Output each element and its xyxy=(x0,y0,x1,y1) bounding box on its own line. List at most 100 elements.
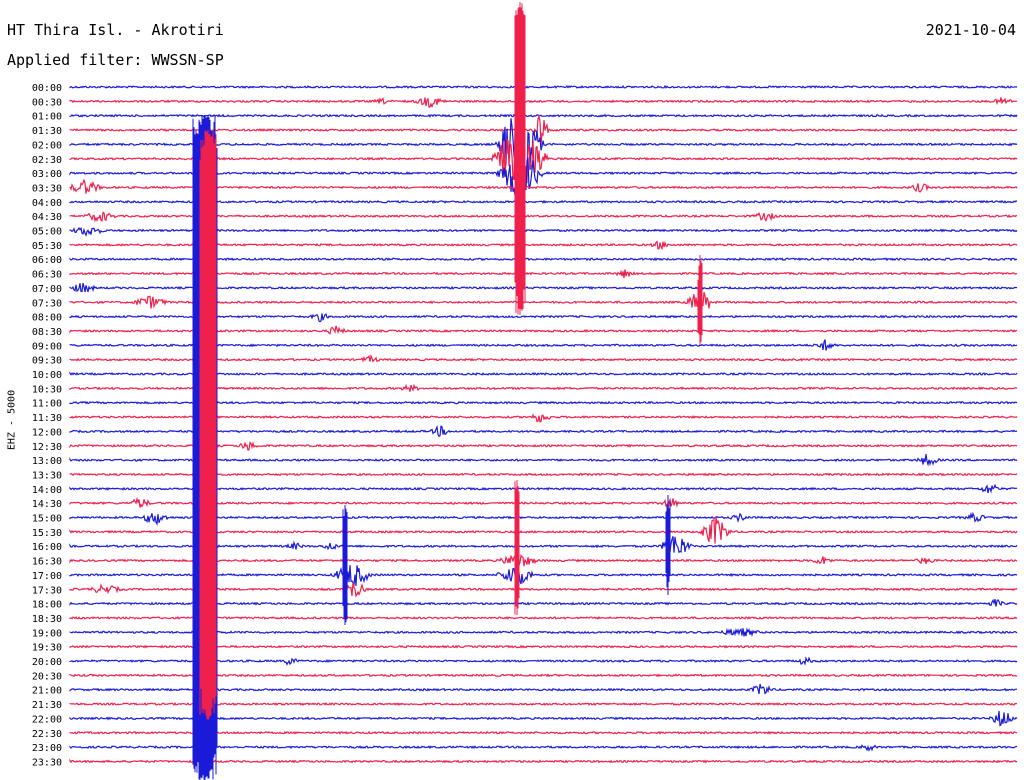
trace-line xyxy=(69,353,1018,363)
trace-line xyxy=(69,710,1018,727)
trace-line xyxy=(69,106,1018,185)
trace-line xyxy=(69,454,1018,467)
trace-line xyxy=(69,226,1018,237)
trace-time-label: 05:30 xyxy=(32,241,62,252)
trace-time-label: 22:30 xyxy=(32,729,62,740)
trace-time-label: 03:00 xyxy=(32,169,62,180)
trace-time-label: 08:30 xyxy=(32,327,62,338)
trace-time-label: 16:30 xyxy=(32,557,62,568)
trace-line xyxy=(69,400,1018,405)
trace-line xyxy=(69,496,1018,510)
trace-time-label: 16:00 xyxy=(32,542,62,553)
trace-line xyxy=(69,744,1018,752)
trace-time-label: 07:00 xyxy=(32,284,62,295)
trace-line xyxy=(69,291,1018,312)
trace-line xyxy=(69,113,1018,118)
trace-time-label: 02:00 xyxy=(32,140,62,151)
trace-time-label: 18:30 xyxy=(32,614,62,625)
trace-time-label: 07:30 xyxy=(32,298,62,309)
trace-time-label: 17:30 xyxy=(32,585,62,596)
trace-line xyxy=(69,472,1018,477)
trace-time-label: 01:30 xyxy=(32,126,62,137)
trace-line xyxy=(69,114,1018,146)
trace-time-label: 10:00 xyxy=(32,370,62,381)
trace-time-label: 13:30 xyxy=(32,470,62,481)
trace-time-label: 21:30 xyxy=(32,700,62,711)
trace-time-label: 06:30 xyxy=(32,270,62,281)
trace-line xyxy=(69,440,1018,451)
trace-line xyxy=(69,97,1018,109)
trace-line xyxy=(69,565,1018,587)
trace-line xyxy=(69,269,1018,279)
trace-time-label: 17:00 xyxy=(32,571,62,582)
trace-time-label: 09:00 xyxy=(32,341,62,352)
trace-time-label: 23:00 xyxy=(32,743,62,754)
trace-time-label: 00:00 xyxy=(32,83,62,94)
trace-line xyxy=(69,150,1018,198)
trace-line xyxy=(69,257,1018,262)
trace-line xyxy=(69,240,1018,251)
trace-time-label: 02:30 xyxy=(32,155,62,166)
trace-line xyxy=(69,627,1018,638)
trace-time-label: 18:00 xyxy=(32,600,62,611)
station-title: HT Thira Isl. - Akrotiri xyxy=(7,21,224,39)
trace-time-label: 12:30 xyxy=(32,442,62,453)
trace-line xyxy=(69,84,1018,89)
trace-line xyxy=(69,483,1018,494)
trace-time-label: 11:00 xyxy=(32,399,62,410)
trace-time-label: 08:00 xyxy=(32,313,62,324)
trace-line xyxy=(69,615,1018,620)
trace-time-label: 20:30 xyxy=(32,671,62,682)
trace-time-label: 04:00 xyxy=(32,198,62,209)
trace-line xyxy=(69,516,1018,544)
trace-line xyxy=(69,424,1018,438)
trace-time-label: 15:00 xyxy=(32,514,62,525)
trace-line xyxy=(69,683,1017,695)
trace-line xyxy=(69,413,1018,423)
trace-time-label: 10:30 xyxy=(32,384,62,395)
event-burst-red xyxy=(514,2,526,315)
trace-time-label: 00:30 xyxy=(32,97,62,108)
trace-time-label: 05:00 xyxy=(32,227,62,238)
trace-line xyxy=(69,656,1018,666)
trace-time-label: 06:00 xyxy=(32,255,62,266)
filter-label: Applied filter: WWSSN-SP xyxy=(7,51,224,69)
trace-line xyxy=(69,313,1018,323)
trace-time-label: 14:00 xyxy=(32,485,62,496)
trace-line xyxy=(69,702,1018,707)
trace-time-label: 03:30 xyxy=(32,183,62,194)
trace-line xyxy=(69,178,1018,194)
trace-line xyxy=(69,673,1018,678)
event-burst-small xyxy=(665,495,671,595)
trace-line xyxy=(69,126,1018,188)
trace-time-label: 12:00 xyxy=(32,427,62,438)
date-label: 2021-10-04 xyxy=(925,21,1016,39)
trace-time-label: 19:00 xyxy=(32,628,62,639)
trace-line xyxy=(69,371,1018,376)
trace-time-label: 04:30 xyxy=(32,212,62,223)
trace-line xyxy=(69,598,1018,607)
event-burst-small xyxy=(514,480,520,615)
trace-time-label: 19:30 xyxy=(32,643,62,654)
trace-line xyxy=(69,582,1018,598)
trace-time-label: 22:00 xyxy=(32,714,62,725)
trace-line xyxy=(69,554,1018,568)
trace-line xyxy=(69,211,1018,223)
trace-line xyxy=(69,199,1018,204)
trace-time-label: 11:30 xyxy=(32,413,62,424)
trace-line xyxy=(69,758,1018,764)
trace-line xyxy=(69,536,1018,554)
trace-time-label: 13:00 xyxy=(32,456,62,467)
trace-line xyxy=(69,730,1018,735)
trace-line xyxy=(69,511,1018,526)
quake-burst-red xyxy=(199,130,217,720)
trace-line xyxy=(69,339,1018,351)
trace-time-label: 14:30 xyxy=(32,499,62,510)
trace-line xyxy=(69,383,1018,392)
trace-time-label: 09:30 xyxy=(32,356,62,367)
trace-line xyxy=(69,325,1018,335)
trace-line xyxy=(69,644,1018,649)
event-burst-small xyxy=(342,505,348,625)
event-burst-small xyxy=(697,255,703,345)
